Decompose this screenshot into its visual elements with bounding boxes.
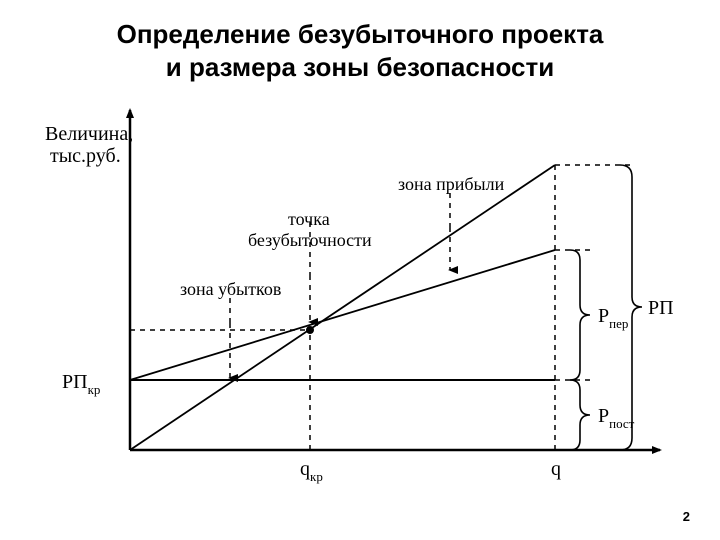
label-q-kr: qкр (300, 458, 323, 484)
bracket-p-post (570, 380, 590, 450)
y-axis-label-2: тыс.руб. (50, 145, 121, 167)
label-rp: РП (648, 297, 674, 319)
revenue-line (130, 165, 555, 450)
y-axis-label-1: Величина, (45, 123, 133, 145)
breakeven-diagram: Величина, тыс.руб. РПкр qкр q зона убытк… (0, 0, 720, 540)
annotation-breakeven-1: точка (288, 209, 330, 229)
label-p-per: Рпер (598, 305, 628, 331)
label-p-post: Рпост (598, 405, 635, 431)
label-rp-kr: РПкр (62, 371, 100, 397)
annotation-loss-zone: зона убытков (180, 279, 281, 299)
total-cost-line (130, 250, 555, 380)
annotation-profit-zone: зона прибыли (398, 174, 505, 194)
label-q: q (551, 458, 561, 480)
bracket-rp (620, 165, 642, 450)
bracket-p-per (570, 250, 590, 380)
annotation-breakeven-2: безубыточности (248, 230, 372, 250)
page-number: 2 (683, 509, 690, 524)
